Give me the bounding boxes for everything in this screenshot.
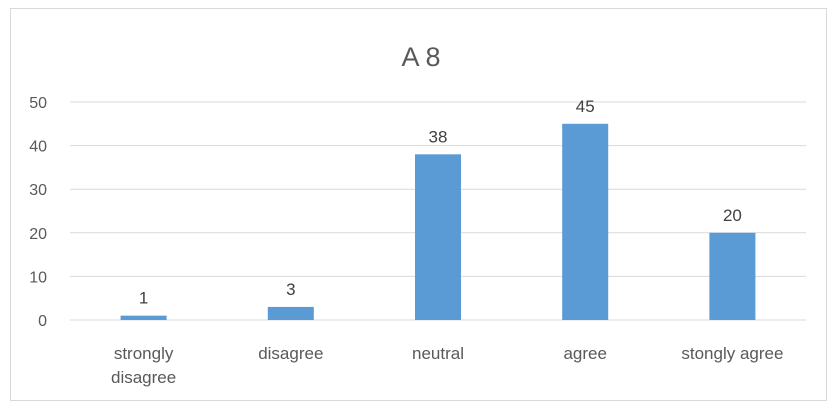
data-label: 3	[286, 280, 295, 299]
y-tick-label: 10	[29, 269, 47, 286]
y-tick-label: 40	[29, 139, 47, 156]
x-tick-label: disagree	[111, 368, 176, 387]
bar	[562, 123, 609, 320]
bars	[120, 123, 756, 320]
data-label: 1	[139, 289, 148, 308]
x-tick-label: disagree	[258, 344, 323, 363]
y-tick-label: 30	[29, 182, 47, 199]
y-tick-label: 20	[29, 226, 47, 243]
y-tick-label: 0	[38, 313, 47, 330]
y-axis: 0 10 20 30 40 50	[29, 95, 47, 330]
bar	[267, 306, 314, 320]
x-tick-label: stongly agree	[681, 344, 783, 363]
data-label: 20	[723, 206, 742, 225]
bar	[709, 232, 756, 320]
chart-title: A 8	[401, 42, 440, 72]
data-label: 38	[429, 127, 448, 146]
bar	[120, 315, 167, 320]
data-labels: 1 3 38 45 20	[139, 97, 742, 308]
x-tick-label: neutral	[412, 344, 464, 363]
bar	[415, 154, 461, 320]
data-label: 45	[576, 97, 595, 116]
x-tick-label: agree	[563, 344, 606, 363]
x-axis: strongly disagree disagree neutral agree ston…	[111, 344, 783, 387]
chart-frame: A 8 0 10 20 30 40 50 1 3 38 45 20 strongly disagre…	[10, 8, 827, 401]
y-tick-label: 50	[29, 95, 47, 112]
bar-chart: A 8 0 10 20 30 40 50 1 3 38 45 20 strongly disagre…	[29, 42, 806, 387]
x-tick-label: strongly	[114, 344, 174, 363]
